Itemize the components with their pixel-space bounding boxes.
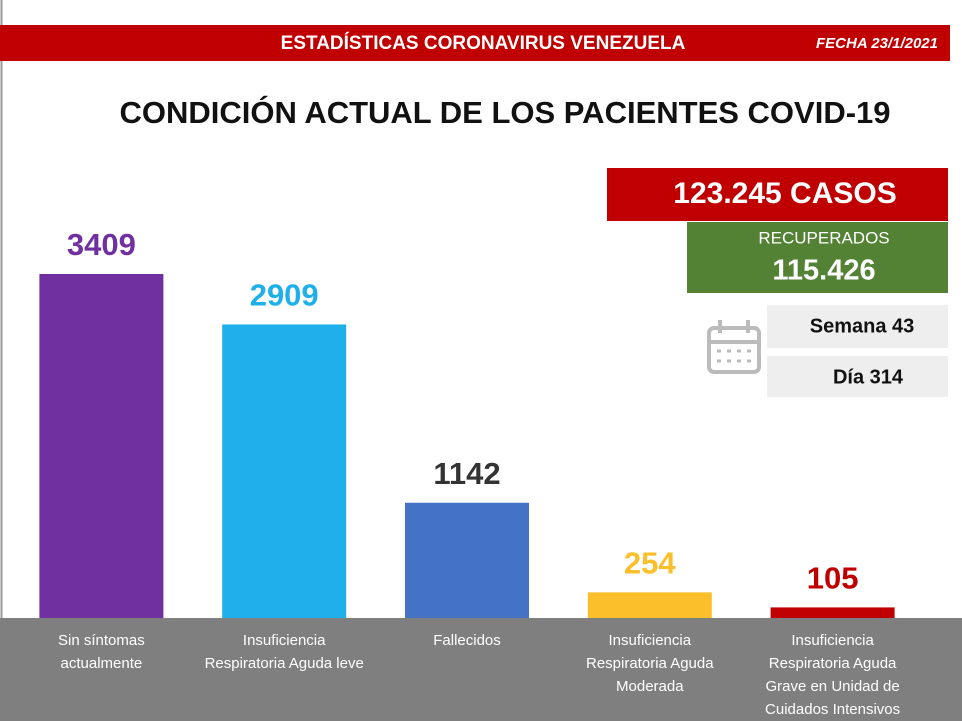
category-label: Sin síntomas — [58, 632, 145, 649]
value-label: 254 — [624, 546, 676, 581]
category-band — [0, 618, 962, 721]
category-label: actualmente — [61, 655, 143, 672]
recovered-value: 115.426 — [772, 255, 875, 287]
header-banner — [0, 25, 950, 61]
category-label: Moderada — [616, 678, 684, 695]
category-label: Insuficiencia — [609, 632, 692, 649]
header-date: FECHA 23/1/2021 — [816, 35, 938, 52]
value-label: 1142 — [433, 456, 500, 491]
cases-box — [607, 168, 948, 221]
category-label: Respiratoria Aguda — [586, 655, 714, 672]
recovered-label: RECUPERADOS — [758, 228, 889, 247]
category-label: Grave en Unidad de — [765, 678, 899, 695]
header-title: ESTADÍSTICAS CORONAVIRUS VENEZUELA — [281, 32, 686, 54]
bar — [222, 324, 347, 618]
calendar-icon — [707, 320, 761, 374]
value-label: 2909 — [250, 278, 319, 313]
category-label: Cuidados Intensivos — [765, 701, 900, 718]
bar — [405, 502, 529, 618]
bar — [770, 607, 895, 618]
category-label: Insuficiencia — [791, 632, 874, 649]
category-label: Respiratoria Aguda leve — [205, 655, 364, 672]
bar — [587, 592, 712, 618]
day-box — [767, 356, 948, 397]
category-label: Insuficiencia — [243, 632, 326, 649]
week-text: Semana 43 — [810, 315, 915, 337]
bar — [39, 274, 164, 618]
value-label: 105 — [807, 561, 859, 596]
recovered-box — [687, 222, 948, 293]
category-label: Respiratoria Aguda — [769, 655, 897, 672]
cases-text: 123.245 CASOS — [673, 177, 896, 210]
day-text: Día 314 — [833, 366, 904, 388]
week-box — [767, 305, 948, 348]
value-label: 3409 — [67, 227, 136, 262]
chart-title: CONDICIÓN ACTUAL DE LOS PACIENTES COVID-… — [119, 94, 890, 130]
category-label: Fallecidos — [433, 632, 501, 649]
